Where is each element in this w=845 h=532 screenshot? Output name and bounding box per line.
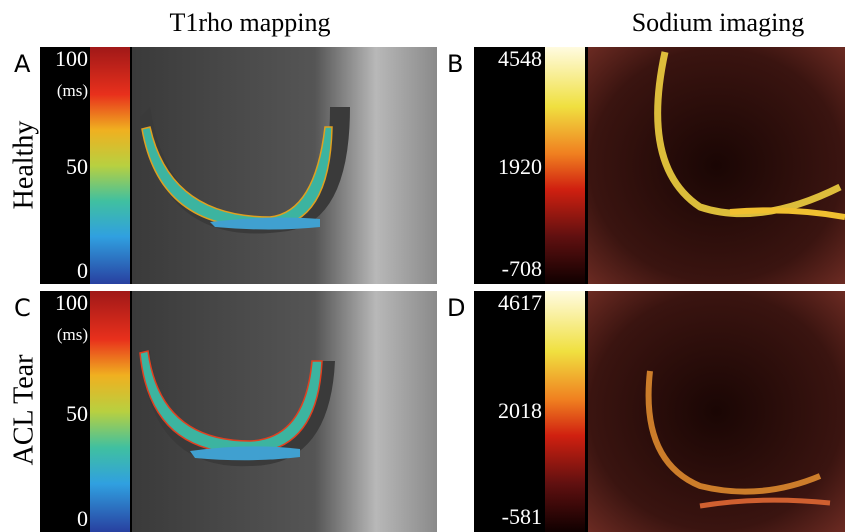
panel-d: D 4617 2018 -581 bbox=[447, 290, 845, 532]
panel-letter: A bbox=[14, 50, 31, 78]
panel-c: C 100 (ms) 50 0 bbox=[14, 290, 437, 532]
scale-label: 0 bbox=[77, 506, 88, 531]
scale-label: (ms) bbox=[57, 81, 88, 100]
scale-label: 50 bbox=[66, 154, 88, 179]
panel-b: B 4548 1920 -708 bbox=[447, 46, 845, 284]
column-title: T1rho mapping bbox=[169, 8, 330, 37]
scale-label: 0 bbox=[77, 258, 88, 283]
scale-label: 4548 bbox=[498, 46, 542, 71]
colorbar bbox=[90, 47, 130, 284]
scale-label: 4617 bbox=[498, 290, 542, 315]
colorbar bbox=[545, 291, 585, 532]
scale-label: 2018 bbox=[498, 398, 542, 423]
colorbar bbox=[545, 47, 585, 284]
scale-label: 1920 bbox=[498, 154, 542, 179]
column-title: Sodium imaging bbox=[632, 8, 805, 37]
panel-a: A 100 (ms) 50 0 bbox=[14, 46, 437, 284]
mri-image bbox=[588, 47, 845, 284]
row-label: Healthy bbox=[8, 121, 39, 210]
figure: T1rho mapping Sodium imaging Healthy ACL… bbox=[0, 0, 845, 532]
scale-label: (ms) bbox=[57, 325, 88, 344]
mri-image bbox=[132, 291, 437, 532]
scale-label: -708 bbox=[502, 256, 542, 281]
panel-letter: B bbox=[447, 50, 463, 78]
row-label: ACL Tear bbox=[8, 354, 39, 465]
scale-label: 50 bbox=[66, 401, 88, 426]
mri-image bbox=[132, 47, 437, 284]
colorbar bbox=[90, 291, 130, 532]
scale-label: -581 bbox=[502, 504, 542, 529]
panel-letter: D bbox=[447, 294, 465, 322]
panel-letter: C bbox=[14, 294, 31, 322]
scale-label: 100 bbox=[55, 46, 88, 71]
mri-image bbox=[588, 291, 845, 532]
scale-label: 100 bbox=[55, 290, 88, 315]
